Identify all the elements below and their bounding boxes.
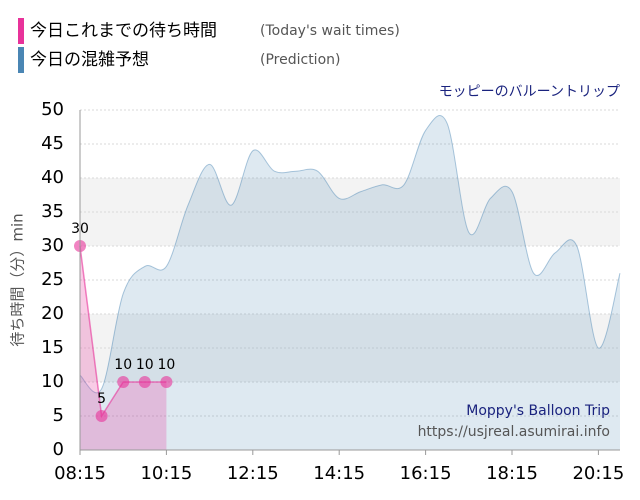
x-tick-label: 20:15 [572, 463, 624, 484]
today-point [117, 376, 130, 388]
y-tick-label: 15 [41, 337, 64, 358]
data-label: 5 [97, 391, 106, 407]
y-axis-label: 待ち時間（分）min [9, 213, 27, 346]
legend-label: 今日の混雑予想 [30, 50, 149, 70]
legend-swatch [18, 47, 24, 73]
y-tick-label: 50 [41, 99, 64, 120]
prediction-line [79, 115, 621, 394]
watermark: https://usjreal.asumirai.info [418, 424, 610, 440]
today-area [80, 246, 167, 450]
y-tick-label: 40 [41, 167, 64, 188]
legend-swatch [18, 18, 24, 44]
data-label: 10 [136, 357, 154, 373]
y-tick-label: 10 [41, 371, 64, 392]
plot-band [80, 348, 620, 382]
plot-band [80, 314, 620, 348]
today-point [138, 376, 151, 388]
y-tick-label: 25 [41, 269, 64, 290]
y-tick-label: 5 [53, 405, 64, 426]
prediction-area [80, 115, 620, 451]
y-tick-label: 45 [41, 133, 64, 154]
legend-note: (Today's wait times) [260, 23, 400, 39]
x-tick-label: 16:15 [400, 463, 452, 484]
y-tick-label: 35 [41, 201, 64, 222]
x-tick-label: 10:15 [140, 463, 192, 484]
x-tick-label: 08:15 [54, 463, 106, 484]
today-point [95, 410, 108, 422]
y-tick-label: 0 [53, 439, 64, 460]
plot-band [80, 178, 620, 212]
data-label: 10 [114, 357, 132, 373]
watermark: Moppy's Balloon Trip [466, 403, 610, 419]
x-tick-label: 14:15 [313, 463, 365, 484]
legend-note: (Prediction) [260, 52, 340, 68]
today-point [160, 376, 173, 388]
legend-label: 今日これまでの待ち時間 [30, 21, 217, 41]
y-tick-label: 20 [41, 303, 64, 324]
y-tick-label: 30 [41, 235, 64, 256]
x-tick-label: 18:15 [486, 463, 538, 484]
plot-band [80, 212, 620, 246]
data-label: 10 [157, 357, 175, 373]
chart-title: モッピーのバルーントリップ [439, 84, 620, 100]
x-tick-label: 12:15 [227, 463, 279, 484]
